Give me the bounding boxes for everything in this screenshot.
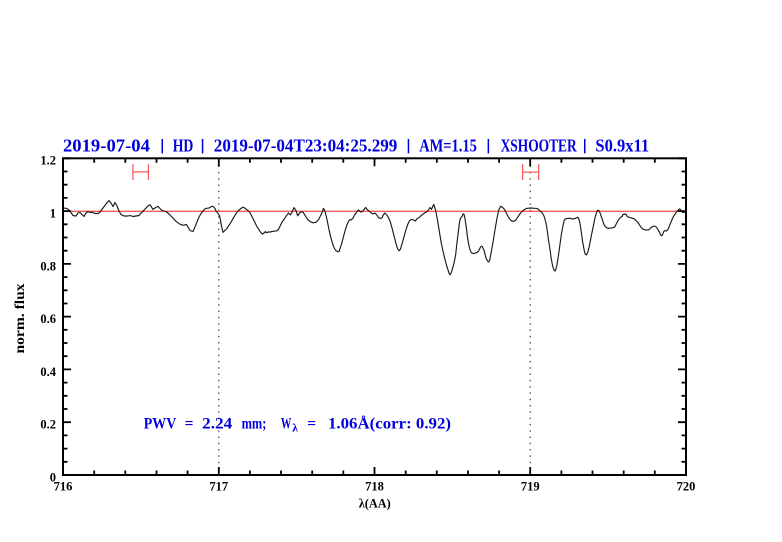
svg-text:HD: HD [173,136,194,156]
svg-text:716: 716 [54,480,73,494]
svg-text:XSHOOTER: XSHOOTER [501,136,578,156]
svg-text:2019-07-04T23:04:25.299: 2019-07-04T23:04:25.299 [214,136,397,156]
svg-text:mm;: mm; [242,416,267,433]
svg-text:717: 717 [209,480,228,494]
svg-text:=: = [307,416,316,433]
svg-text:W: W [281,416,292,433]
svg-text:719: 719 [521,480,540,494]
svg-text:0: 0 [50,470,56,484]
svg-text:1: 1 [50,207,56,221]
svg-text:2.24: 2.24 [202,416,232,433]
svg-text:0.2: 0.2 [40,418,56,432]
svg-text:1.06Å(corr: 0.92): 1.06Å(corr: 0.92) [328,416,451,433]
svg-text:AM=1.15: AM=1.15 [419,136,477,156]
svg-text:0.8: 0.8 [40,259,56,273]
svg-text:λ: λ [292,423,298,435]
svg-text:norm. flux: norm. flux [13,284,28,354]
svg-text:0.6: 0.6 [40,312,56,326]
svg-text:λ(AA): λ(AA) [359,497,391,511]
svg-text:=: = [185,416,194,433]
svg-text:718: 718 [365,480,384,494]
svg-text:S0.9x11: S0.9x11 [595,136,649,156]
svg-text:PWV: PWV [144,416,177,433]
svg-text:1.2: 1.2 [40,154,56,168]
svg-text:720: 720 [677,480,696,494]
svg-text:2019-07-04: 2019-07-04 [63,136,150,156]
svg-text:0.4: 0.4 [40,365,56,379]
